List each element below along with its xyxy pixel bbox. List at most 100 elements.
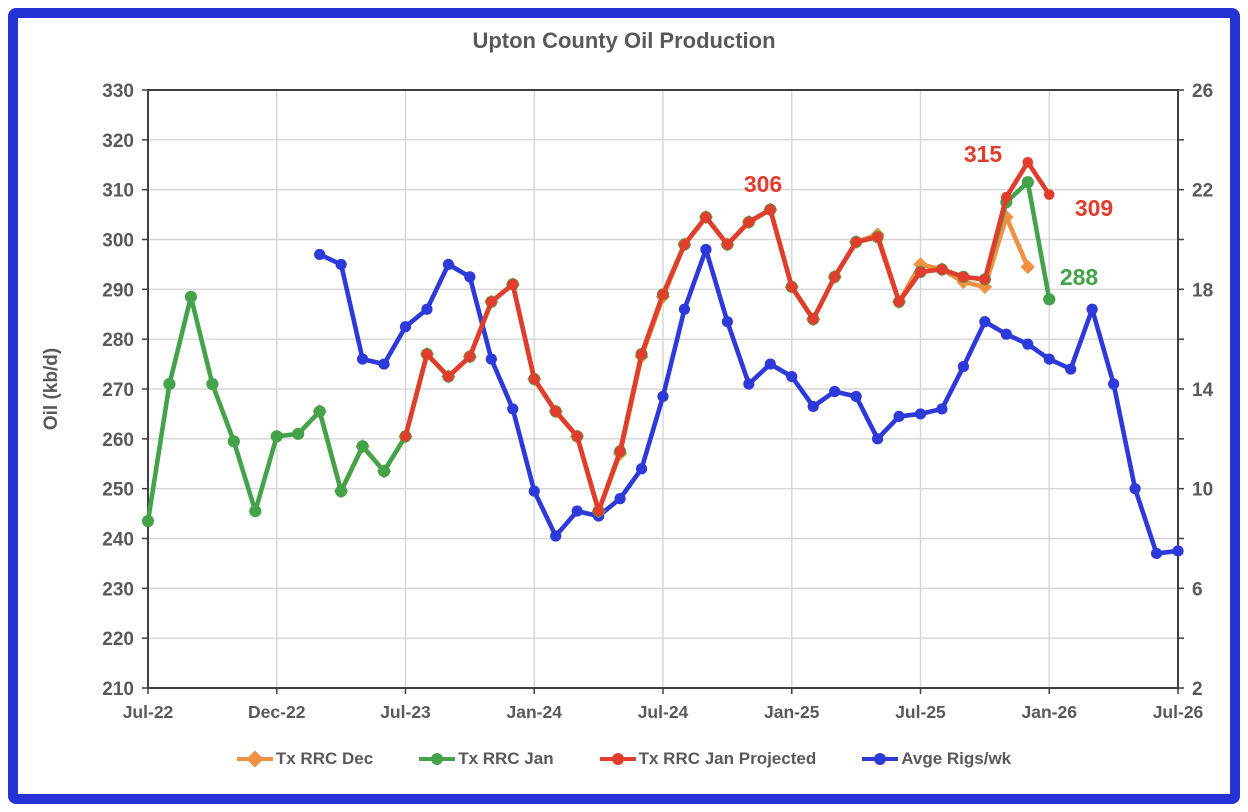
data-point [850,390,862,403]
data-point [1043,353,1055,365]
x-tick-label: Jan-26 [1022,702,1078,722]
y-left-tick-label: 260 [102,430,134,451]
data-point [614,445,626,457]
data-point [442,258,455,271]
data-point [528,485,540,497]
data-point [593,505,604,517]
x-tick-label: Jul-23 [380,702,431,722]
data-point [141,514,155,528]
data-point [550,406,562,417]
y-right-tick-label: 2 [1192,679,1203,700]
data-point [1172,545,1184,557]
data-point [464,271,476,283]
series-line [403,159,1052,514]
data-point [893,410,905,423]
data-point [764,358,776,370]
y-axis-title: Oil (kb/d) [41,348,62,430]
circle-marker-icon [419,751,456,767]
series-tx-rrc-jan [141,176,1056,528]
data-point [356,353,369,365]
series-line [145,179,1052,524]
data-point [1086,303,1098,315]
data-point [679,239,690,250]
circle-marker-icon [599,751,636,767]
data-point [786,281,798,293]
data-point [1065,363,1077,375]
data-point [378,358,390,370]
data-point [850,236,862,248]
data-point [957,360,970,373]
data-point [915,266,926,278]
data-label: 315 [964,141,1003,167]
data-point [1022,156,1034,168]
chart-title: Upton County Oil Production [472,28,776,53]
y-right-tick-label: 18 [1192,280,1213,301]
data-point [1043,293,1056,306]
data-point [249,504,262,518]
data-point [871,433,884,445]
data-point [507,279,519,290]
y-left-tick-label: 220 [102,629,134,650]
data-point [335,258,347,271]
x-tick-label: Jul-25 [895,702,946,722]
y-right-tick-label: 6 [1192,579,1203,600]
data-point [743,378,755,390]
y-left-tick-label: 230 [102,579,134,600]
data-point [1150,547,1163,560]
data-point [206,377,219,391]
y-right-tick-label: 14 [1192,380,1214,401]
data-point [872,231,883,243]
y-left-tick-label: 240 [102,530,134,551]
data-point [829,385,841,398]
diamond-marker-icon [236,750,273,768]
data-point [1000,328,1012,340]
data-label: 309 [1075,195,1113,221]
data-point [550,530,562,542]
data-point [485,353,497,365]
y-left-tick-label: 330 [102,81,134,102]
data-point [914,408,927,420]
x-tick-label: Jul-22 [123,702,174,722]
data-point [807,400,819,413]
data-point [270,430,283,443]
axis-labels: 3303203103002902802702602502402302202102… [102,81,1213,722]
data-point-diamond [1020,259,1035,275]
data-point [528,373,540,385]
data-point [163,377,176,391]
legend-label: Avge Rigs/wk [901,749,1012,768]
data-point [486,296,497,308]
data-point [377,465,391,478]
legend-item-tx-rrc-dec: Tx RRC Dec [236,749,373,769]
data-point [636,348,647,360]
legend-item-avge-rigs-wk: Avge Rigs/wk [862,749,1011,769]
data-point [421,303,433,315]
data-point [356,440,369,453]
y-left-tick-label: 250 [102,480,134,501]
data-point [227,435,240,448]
legend-label: Tx RRC Jan [458,749,554,768]
data-point [979,274,991,285]
chart-legend: Tx RRC Dec Tx RRC Jan Tx RRC Jan Projected… [0,749,1248,769]
legend-item-tx-rrc-jan: Tx RRC Jan [419,749,554,769]
data-point [700,243,712,256]
data-point [829,271,840,283]
y-left-tick-label: 210 [102,679,134,700]
data-point [786,370,798,383]
data-point [657,390,669,403]
data-point [936,403,948,415]
x-tick-label: Jan-25 [764,702,820,722]
data-point [335,485,348,498]
data-point [721,316,733,328]
data-point [399,321,412,333]
data-point [507,403,519,415]
data-point [614,493,626,505]
data-point [893,296,905,308]
data-point [1108,378,1120,390]
data-point [464,351,476,362]
y-left-tick-label: 290 [102,280,134,301]
data-point [314,248,326,261]
series-layer [141,156,1184,560]
data-point [1129,483,1141,495]
